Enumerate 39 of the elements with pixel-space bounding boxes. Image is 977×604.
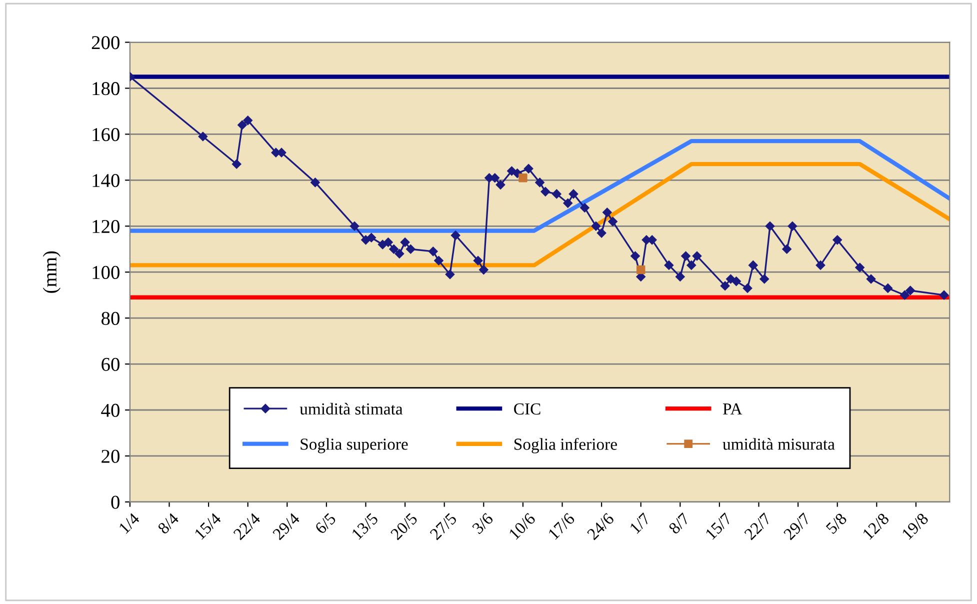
y-tick-label: 180 xyxy=(92,82,120,96)
y-tick-label: 200 xyxy=(92,36,120,50)
legend-label: Soglia superiore xyxy=(300,438,408,454)
legend-label: umidità misurata xyxy=(722,438,835,450)
x-tick-label: 15/4 xyxy=(194,512,222,540)
legend-label: PA xyxy=(722,403,742,414)
legend-label: Soglia inferiore xyxy=(514,438,617,454)
y-tick-label: 100 xyxy=(92,266,120,280)
y-axis-title: (mm) xyxy=(42,251,60,293)
x-tick-label: 8/7 xyxy=(668,512,690,535)
x-tick-label: 6/5 xyxy=(314,512,336,534)
x-tick-label: 12/8 xyxy=(862,512,890,540)
y-tick-label: 60 xyxy=(102,358,120,371)
y-tick-label: 80 xyxy=(102,312,120,326)
x-tick-label: 27/5 xyxy=(429,512,458,540)
x-tick-label: 24/6 xyxy=(586,512,615,540)
x-tick-label: 17/6 xyxy=(548,512,576,540)
legend-label: umidità stimata xyxy=(300,402,403,415)
x-tick-label: 29/7 xyxy=(783,512,812,540)
y-tick-label: 40 xyxy=(101,404,120,417)
y-tick-label: 160 xyxy=(92,128,120,142)
x-tick-label: 29/4 xyxy=(272,512,300,540)
x-tick-label: 5/8 xyxy=(826,512,848,534)
x-tick-label: 19/8 xyxy=(902,512,929,540)
x-tick-label: 22/4 xyxy=(232,512,262,540)
x-tick-label: 3/6 xyxy=(472,512,494,534)
x-tick-label: 1/7 xyxy=(629,512,651,534)
x-tick-label: 10/6 xyxy=(508,512,536,540)
y-tick-label: 0 xyxy=(111,496,120,509)
x-tick-label: 15/7 xyxy=(705,512,733,540)
x-tick-label: 13/5 xyxy=(351,512,379,540)
x-tick-label: 22/7 xyxy=(744,512,772,540)
x-tick-label: 8/4 xyxy=(157,512,180,535)
y-tick-label: 140 xyxy=(92,174,120,188)
x-tick-label: 20/5 xyxy=(390,512,418,540)
y-tick-label: 120 xyxy=(92,220,120,234)
y-tick-label: 20 xyxy=(102,450,120,463)
legend-label: CIC xyxy=(514,403,540,415)
x-tick-label: 1/4 xyxy=(118,512,140,534)
